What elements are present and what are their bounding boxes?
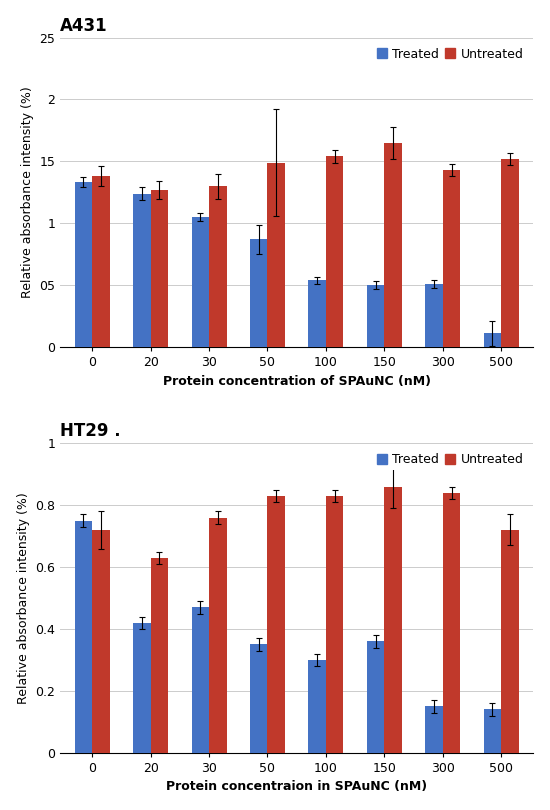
- Bar: [326, 156, 343, 347]
- Bar: [501, 530, 519, 752]
- Bar: [483, 334, 501, 347]
- Bar: [309, 660, 326, 752]
- Bar: [501, 159, 519, 347]
- Bar: [250, 240, 267, 347]
- Bar: [326, 496, 343, 752]
- Bar: [443, 492, 460, 752]
- Bar: [267, 496, 285, 752]
- Bar: [367, 642, 384, 752]
- Text: A431: A431: [60, 17, 108, 35]
- Bar: [443, 170, 460, 347]
- Bar: [209, 186, 227, 347]
- Bar: [425, 284, 443, 347]
- X-axis label: Protein concentration of SPAuNC (nM): Protein concentration of SPAuNC (nM): [163, 375, 431, 388]
- Bar: [75, 182, 92, 347]
- Text: HT29 .: HT29 .: [60, 422, 120, 441]
- Bar: [209, 518, 227, 752]
- Bar: [75, 521, 92, 752]
- Bar: [483, 710, 501, 752]
- Bar: [133, 194, 151, 347]
- Bar: [191, 608, 209, 752]
- X-axis label: Protein concentraion in SPAuNC (nM): Protein concentraion in SPAuNC (nM): [166, 780, 427, 793]
- Bar: [151, 190, 168, 347]
- Bar: [191, 217, 209, 347]
- Bar: [250, 645, 267, 752]
- Legend: Treated, Untreated: Treated, Untreated: [373, 44, 527, 64]
- Bar: [384, 487, 402, 752]
- Bar: [309, 280, 326, 347]
- Bar: [425, 706, 443, 752]
- Bar: [133, 623, 151, 752]
- Legend: Treated, Untreated: Treated, Untreated: [373, 450, 527, 470]
- Y-axis label: Relative absorbance intensity (%): Relative absorbance intensity (%): [21, 87, 34, 298]
- Bar: [384, 143, 402, 347]
- Bar: [367, 285, 384, 347]
- Bar: [92, 530, 110, 752]
- Y-axis label: Relative absorbance intensity (%): Relative absorbance intensity (%): [16, 492, 30, 704]
- Bar: [267, 163, 285, 347]
- Bar: [92, 177, 110, 347]
- Bar: [151, 558, 168, 752]
